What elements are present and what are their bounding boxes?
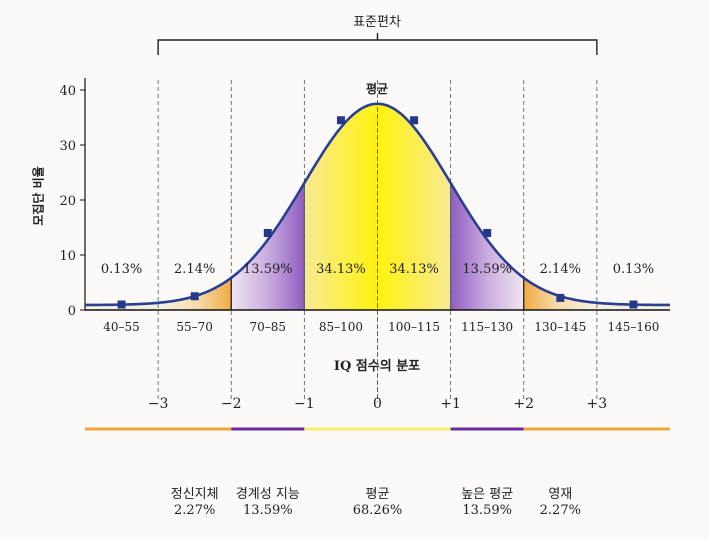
x-category-label: 100–115 — [388, 320, 440, 334]
sd-tick-label: −2 — [221, 396, 242, 412]
sd-tick-label: +2 — [513, 396, 534, 412]
x-category-label: 130–145 — [534, 320, 586, 334]
summary-label: 높은 평균 — [461, 487, 513, 502]
y-tick-label: 30 — [59, 139, 76, 154]
y-tick-label: 20 — [59, 194, 76, 209]
summary-value: 2.27% — [174, 503, 215, 518]
x-category-label: 85–100 — [319, 320, 363, 334]
y-tick-label: 10 — [59, 249, 76, 264]
summary-value: 68.26% — [353, 503, 403, 518]
band-percent-label: 0.13% — [613, 262, 654, 277]
summary-label: 경계성 지능 — [236, 487, 300, 502]
summary-label: 영재 — [548, 487, 572, 502]
sd-tick-label: +3 — [587, 396, 608, 412]
data-point-2 — [190, 292, 199, 301]
sd-tick-label: −3 — [148, 396, 169, 412]
band-percent-label: 0.13% — [101, 262, 142, 277]
band-percent-label: 34.13% — [389, 262, 439, 277]
data-point-6 — [483, 229, 492, 237]
data-point-8 — [629, 300, 638, 309]
summary-label: 평균 — [366, 487, 390, 502]
band-area-130–145 — [523, 277, 597, 310]
band-percent-label: 2.14% — [174, 262, 215, 277]
summary-value: 13.59% — [243, 503, 293, 518]
sd-tick-label: −1 — [294, 396, 315, 412]
data-point-4 — [336, 116, 345, 125]
summary-value: 13.59% — [462, 503, 512, 518]
band-area-100–115 — [377, 103, 451, 310]
x-category-label: 55–70 — [176, 320, 213, 334]
x-category-label: 70–85 — [250, 320, 287, 334]
x-axis-label: IQ 점수의 분포 — [333, 359, 421, 374]
band-area-55–70 — [158, 277, 232, 310]
sd-tick-label: +1 — [440, 396, 461, 412]
x-category-label: 40–55 — [103, 320, 140, 334]
band-percent-label: 13.59% — [462, 262, 512, 277]
band-percent-label: 13.59% — [243, 262, 293, 277]
sd-bracket — [157, 39, 598, 55]
y-tick-label: 40 — [59, 84, 76, 99]
data-point-7 — [556, 293, 565, 302]
band-percent-label: 34.13% — [316, 262, 366, 277]
sd-tick-label: 0 — [373, 396, 382, 412]
summary-label: 정신지체 — [171, 487, 219, 502]
x-category-label: 115–130 — [461, 320, 513, 334]
data-point-1 — [117, 300, 126, 309]
band-area-85–100 — [304, 103, 378, 310]
y-tick-label: 0 — [68, 304, 76, 319]
data-point-5 — [410, 116, 419, 125]
x-category-label: 145–160 — [608, 320, 660, 334]
band-percent-label: 2.14% — [540, 262, 581, 277]
summary-value: 2.27% — [540, 503, 581, 518]
data-point-3 — [263, 229, 272, 237]
distribution-curve — [84, 102, 671, 307]
mean-label: 평균 — [365, 82, 389, 96]
sd-bracket-label: 표준편차 — [353, 15, 401, 30]
